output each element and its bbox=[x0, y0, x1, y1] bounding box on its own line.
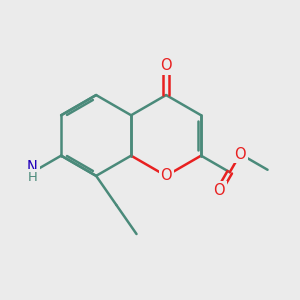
Text: H: H bbox=[28, 171, 37, 184]
Text: N: N bbox=[27, 160, 38, 175]
Text: O: O bbox=[213, 183, 225, 198]
Text: O: O bbox=[160, 168, 172, 183]
Text: O: O bbox=[160, 58, 172, 74]
Text: O: O bbox=[235, 146, 246, 161]
